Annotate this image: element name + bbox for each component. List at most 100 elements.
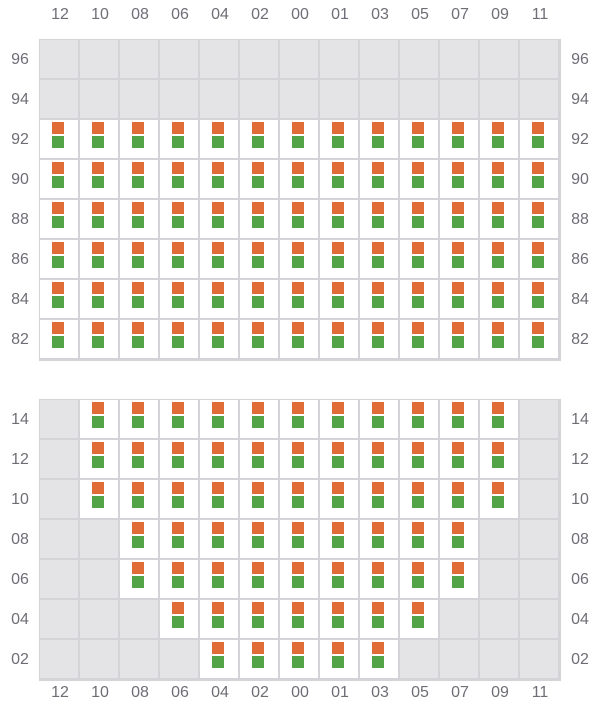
seat-cell[interactable] (480, 280, 518, 318)
seat-cell[interactable] (160, 560, 198, 598)
seat-cell[interactable] (440, 400, 478, 438)
seat-cell[interactable] (520, 280, 558, 318)
seat-cell[interactable] (280, 640, 318, 678)
seat-cell[interactable] (520, 160, 558, 198)
seat-cell[interactable] (40, 200, 78, 238)
seat-cell[interactable] (40, 320, 78, 358)
seat-cell[interactable] (160, 400, 198, 438)
seat-cell[interactable] (40, 280, 78, 318)
seat-cell[interactable] (240, 120, 278, 158)
seat-cell[interactable] (480, 120, 518, 158)
seat-cell[interactable] (200, 400, 238, 438)
seat-cell[interactable] (400, 600, 438, 638)
seat-cell[interactable] (400, 320, 438, 358)
seat-cell[interactable] (360, 440, 398, 478)
seat-cell[interactable] (160, 520, 198, 558)
seat-cell[interactable] (200, 120, 238, 158)
seat-cell[interactable] (40, 160, 78, 198)
seat-cell[interactable] (280, 280, 318, 318)
seat-cell[interactable] (80, 440, 118, 478)
seat-cell[interactable] (480, 480, 518, 518)
seat-cell[interactable] (520, 200, 558, 238)
seat-cell[interactable] (400, 120, 438, 158)
seat-cell[interactable] (240, 520, 278, 558)
seat-cell[interactable] (360, 200, 398, 238)
seat-cell[interactable] (120, 480, 158, 518)
seat-cell[interactable] (320, 560, 358, 598)
seat-cell[interactable] (280, 160, 318, 198)
seat-cell[interactable] (360, 600, 398, 638)
seat-cell[interactable] (240, 560, 278, 598)
seat-cell[interactable] (320, 160, 358, 198)
seat-cell[interactable] (120, 200, 158, 238)
seat-cell[interactable] (200, 520, 238, 558)
seat-cell[interactable] (360, 520, 398, 558)
seat-cell[interactable] (440, 520, 478, 558)
seat-cell[interactable] (200, 160, 238, 198)
seat-cell[interactable] (440, 560, 478, 598)
seat-cell[interactable] (440, 480, 478, 518)
seat-cell[interactable] (480, 240, 518, 278)
seat-cell[interactable] (440, 200, 478, 238)
seat-cell[interactable] (440, 160, 478, 198)
seat-cell[interactable] (400, 440, 438, 478)
seat-cell[interactable] (400, 400, 438, 438)
seat-cell[interactable] (240, 400, 278, 438)
seat-cell[interactable] (360, 560, 398, 598)
seat-cell[interactable] (520, 120, 558, 158)
seat-cell[interactable] (280, 440, 318, 478)
seat-cell[interactable] (320, 320, 358, 358)
seat-cell[interactable] (440, 280, 478, 318)
seat-cell[interactable] (360, 400, 398, 438)
seat-cell[interactable] (240, 160, 278, 198)
seat-cell[interactable] (400, 200, 438, 238)
seat-cell[interactable] (200, 640, 238, 678)
seat-cell[interactable] (360, 320, 398, 358)
seat-cell[interactable] (360, 120, 398, 158)
seat-cell[interactable] (280, 400, 318, 438)
seat-cell[interactable] (280, 520, 318, 558)
seat-cell[interactable] (200, 440, 238, 478)
seat-cell[interactable] (400, 240, 438, 278)
seat-cell[interactable] (240, 480, 278, 518)
seat-cell[interactable] (280, 120, 318, 158)
seat-cell[interactable] (480, 200, 518, 238)
seat-cell[interactable] (400, 520, 438, 558)
seat-cell[interactable] (200, 280, 238, 318)
seat-cell[interactable] (160, 600, 198, 638)
seat-cell[interactable] (400, 280, 438, 318)
seat-cell[interactable] (200, 200, 238, 238)
seat-cell[interactable] (240, 240, 278, 278)
seat-cell[interactable] (360, 640, 398, 678)
seat-cell[interactable] (120, 520, 158, 558)
seat-cell[interactable] (320, 600, 358, 638)
seat-cell[interactable] (440, 440, 478, 478)
seat-cell[interactable] (520, 320, 558, 358)
seat-cell[interactable] (80, 240, 118, 278)
seat-cell[interactable] (280, 320, 318, 358)
seat-cell[interactable] (320, 640, 358, 678)
seat-cell[interactable] (160, 320, 198, 358)
seat-cell[interactable] (320, 440, 358, 478)
seat-cell[interactable] (160, 280, 198, 318)
seat-cell[interactable] (120, 560, 158, 598)
seat-cell[interactable] (120, 120, 158, 158)
seat-cell[interactable] (80, 120, 118, 158)
seat-cell[interactable] (240, 200, 278, 238)
seat-cell[interactable] (280, 600, 318, 638)
seat-cell[interactable] (400, 560, 438, 598)
seat-cell[interactable] (440, 240, 478, 278)
seat-cell[interactable] (160, 160, 198, 198)
seat-cell[interactable] (480, 320, 518, 358)
seat-cell[interactable] (240, 320, 278, 358)
seat-cell[interactable] (320, 120, 358, 158)
seat-cell[interactable] (120, 240, 158, 278)
seat-cell[interactable] (120, 440, 158, 478)
seat-cell[interactable] (480, 440, 518, 478)
seat-cell[interactable] (240, 440, 278, 478)
seat-cell[interactable] (80, 160, 118, 198)
seat-cell[interactable] (480, 400, 518, 438)
seat-cell[interactable] (280, 240, 318, 278)
seat-cell[interactable] (320, 240, 358, 278)
seat-cell[interactable] (320, 200, 358, 238)
